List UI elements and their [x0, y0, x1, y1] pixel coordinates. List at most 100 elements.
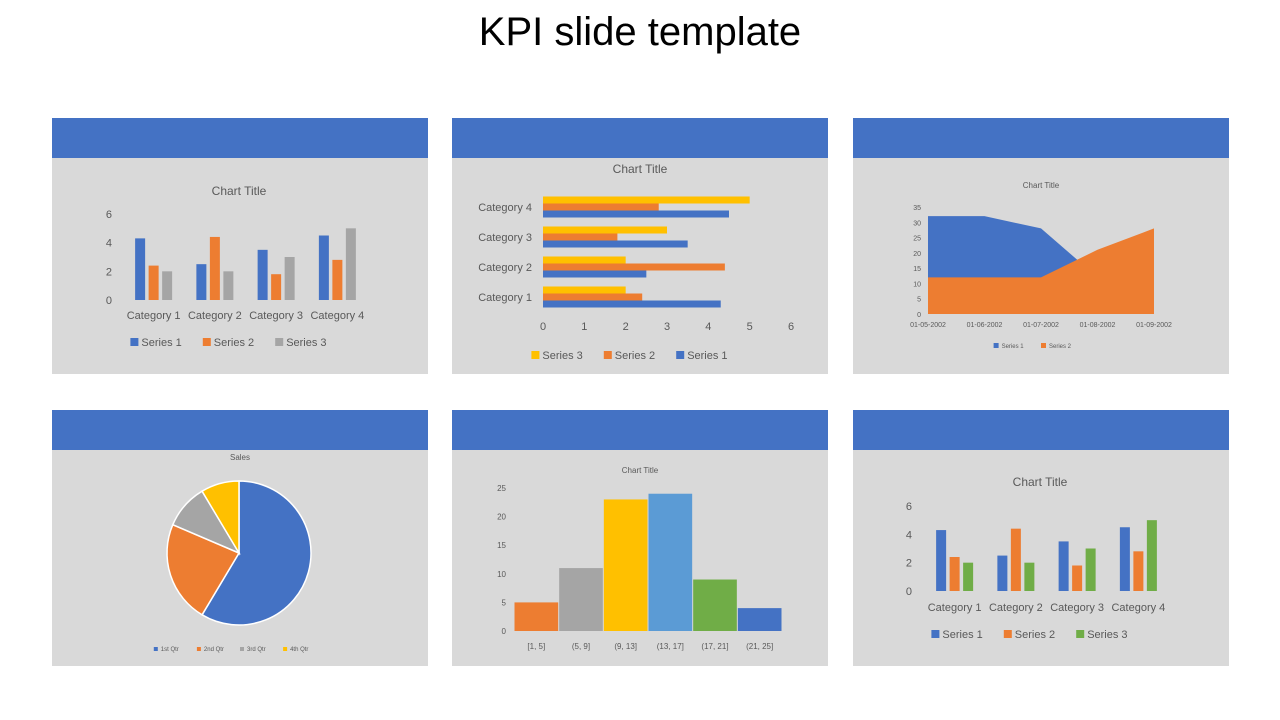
pie-chart: Sales 1st Qtr 2nd Qtr 3rd Qtr 4th Qtr [153, 453, 312, 653]
x-tick-label: (17, 21] [701, 642, 728, 651]
x-tick-label: 3 [664, 321, 670, 333]
legend-swatch [1076, 630, 1085, 638]
x-tick-label: (5, 9] [572, 642, 590, 651]
bar [135, 238, 146, 300]
legend-swatch [993, 343, 999, 348]
y-tick-label: 35 [913, 205, 921, 212]
bar [543, 240, 688, 248]
legend-label: Series 1 [1002, 344, 1025, 350]
bar [936, 530, 947, 591]
x-tick-label: Category 4 [310, 310, 364, 322]
bar [543, 233, 618, 241]
legend-swatch [603, 351, 612, 359]
y-tick-label: 5 [917, 297, 921, 304]
bar [543, 226, 667, 234]
histogram-bar [603, 499, 648, 631]
y-tick-label: 2 [106, 266, 112, 278]
area-series [928, 228, 1154, 314]
panel-header-2 [452, 118, 828, 158]
chart-panel-5: Chart Title 0 5 10 15 20 25 [1, 5] (5, 9] (9, 13]… [452, 410, 828, 666]
legend-swatch [196, 647, 201, 651]
legend-swatch [202, 338, 211, 346]
chart-title: Chart Title [1023, 181, 1060, 190]
histogram-bar [559, 568, 603, 631]
legend-label: Series 3 [1087, 629, 1127, 641]
chart-panel-4: Sales 1st Qtr 2nd Qtr 3rd Qtr 4th Qtr [52, 410, 428, 666]
legend-swatch [676, 351, 685, 359]
y-tick-label: 20 [913, 251, 921, 258]
legend-swatch [283, 647, 288, 651]
legend-label: Series 1 [687, 350, 727, 362]
chart-panel-3: Chart Title 0 5 10 15 20 25 30 35 01-05-2002 01-06… [853, 118, 1229, 374]
x-tick-label: 0 [540, 321, 546, 333]
legend-label: 1st Qtr [161, 647, 179, 653]
clustered-bar-chart: Chart Title 0 1 2 3 4 5 6 Category 1 Category 2 Ca… [478, 162, 794, 362]
y-tick-label: 15 [497, 541, 506, 550]
pie-slice [201, 480, 312, 626]
bar [1085, 548, 1096, 591]
histogram-bar [514, 602, 559, 631]
clustered-column-chart-1: Chart Title 0 2 4 6 Category 1 Category 2 Categ… [106, 184, 364, 349]
y-tick-label: 2 [906, 558, 912, 570]
bar [1010, 528, 1021, 591]
histogram-bar [648, 493, 693, 631]
panel-header-1 [52, 118, 428, 158]
y-tick-label: 20 [497, 513, 506, 522]
chart-title: Chart Title [212, 184, 267, 198]
x-tick-label: 01-07-2002 [1023, 322, 1059, 329]
bar [543, 203, 659, 211]
bar [997, 555, 1008, 591]
legend-swatch [931, 630, 940, 638]
y-tick-label: 4 [106, 238, 112, 250]
x-tick-label: 4 [705, 321, 711, 333]
x-tick-label: 01-08-2002 [1080, 322, 1116, 329]
y-tick-label: 0 [917, 312, 921, 319]
legend-label: Series 2 [615, 350, 655, 362]
bar [543, 286, 626, 294]
x-tick-label: 2 [623, 321, 629, 333]
bar [949, 557, 960, 591]
y-tick-label: Category 1 [478, 292, 532, 304]
bar [543, 196, 750, 204]
x-tick-label: [1, 5] [527, 642, 545, 651]
bar [543, 210, 729, 218]
y-tick-label: 6 [106, 209, 112, 221]
y-tick-label: 0 [106, 295, 112, 307]
chart-panel-2: Chart Title 0 1 2 3 4 5 6 Category 1 Category 2 Ca… [452, 118, 828, 374]
bar [1146, 520, 1157, 591]
bar [284, 257, 295, 300]
legend-swatch [531, 351, 540, 359]
legend-label: Series 2 [1049, 344, 1072, 350]
bar [209, 236, 220, 300]
bar [223, 271, 234, 300]
histogram-bar [737, 608, 782, 631]
bar [1058, 541, 1069, 591]
bar [318, 235, 329, 300]
legend-swatch [240, 647, 244, 651]
bar [543, 263, 725, 271]
x-tick-label: Category 4 [1111, 602, 1165, 614]
panel-header-5 [452, 410, 828, 450]
y-tick-label: 4 [906, 529, 912, 541]
bar [543, 270, 647, 278]
x-tick-label: Category 1 [127, 310, 181, 322]
pie-slice [201, 480, 240, 556]
legend-swatch [130, 338, 139, 346]
x-tick-label: (21, 25] [746, 642, 773, 651]
legend-label: 2nd Qtr [204, 647, 224, 653]
bar [1024, 562, 1035, 591]
bar [148, 265, 159, 300]
x-tick-label: Category 3 [249, 310, 303, 322]
x-tick-label: (13, 17] [657, 642, 684, 651]
chart-panel-6: Chart Title 0 2 4 6 Category 1 Category 2 Categ… [853, 410, 1229, 666]
x-tick-label: 5 [747, 321, 753, 333]
y-tick-label: Category 3 [478, 232, 532, 244]
legend-label: Series 3 [286, 337, 326, 349]
histogram-bar [693, 579, 737, 631]
legend-label: Series 3 [542, 350, 582, 362]
bar [271, 274, 282, 300]
panel-header-6 [853, 410, 1229, 450]
x-tick-label: (9, 13] [614, 642, 637, 651]
bar [345, 228, 356, 300]
y-tick-label: 6 [906, 501, 912, 513]
